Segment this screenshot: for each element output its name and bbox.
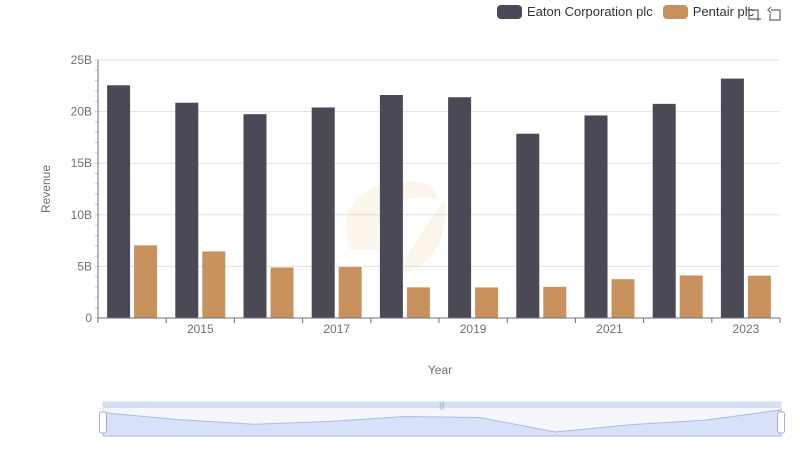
bar-eaton-2023 [720,78,744,319]
x-tick-label: 2021 [596,322,623,336]
x-tick-label: 2023 [733,322,760,336]
bar-eaton-2020 [516,133,540,318]
legend-swatch-eaton [497,4,522,19]
y-tick-label: 10B [71,208,92,222]
datazoom-handle-right[interactable] [777,411,785,434]
datazoom-drag-icon[interactable]: ||| [439,403,445,410]
bar-pentair-2023 [747,275,771,318]
watermark-logo [345,181,446,275]
legend-item-eaton[interactable]: Eaton Corporation plc [497,4,653,19]
bar-pentair-2016 [270,267,294,318]
bar-eaton-2019 [448,97,472,318]
chart-legend: Eaton Corporation plc Pentair plc [497,4,764,19]
zoom-reset-icon[interactable] [767,6,783,22]
legend-swatch-pentair [662,4,688,19]
datazoom-range-bar[interactable] [103,402,781,408]
bar-eaton-2021 [584,115,608,319]
datazoom-preview-area [102,409,782,437]
legend-item-pentair[interactable]: Pentair plc [662,4,755,19]
y-tick-label: 15B [71,156,92,170]
data-zoom-icon[interactable] [746,6,762,22]
bar-pentair-2019 [475,287,499,318]
y-axis-title: Revenue [39,165,53,213]
bar-pentair-2017 [338,267,362,318]
x-tick-label: 2015 [187,322,214,336]
y-tick-label: 5B [77,259,92,273]
bar-pentair-2020 [543,286,567,318]
datazoom-handle-left[interactable] [99,411,107,434]
y-tick-label: 25B [71,53,92,67]
x-tick-label: 2019 [460,322,487,336]
bar-pentair-2018 [406,287,430,318]
legend-label-pentair: Pentair plc [692,4,755,19]
bar-pentair-2021 [611,279,635,318]
bar-eaton-2018 [379,94,403,318]
chart-toolbox [746,6,788,22]
x-tick-label: 2017 [323,322,350,336]
y-tick-label: 0 [85,311,92,325]
bar-eaton-2015 [175,102,199,319]
x-axis-title: Year [428,363,452,377]
legend-label-eaton: Eaton Corporation plc [527,4,653,19]
bar-eaton-2017 [311,107,335,318]
bar-eaton-2014 [107,85,131,318]
bar-eaton-2022 [652,103,676,318]
bar-pentair-2022 [679,275,703,318]
bar-pentair-2014 [134,245,158,318]
bar-pentair-2015 [202,251,226,318]
y-tick-label: 20B [71,105,92,119]
bar-eaton-2016 [243,114,267,319]
